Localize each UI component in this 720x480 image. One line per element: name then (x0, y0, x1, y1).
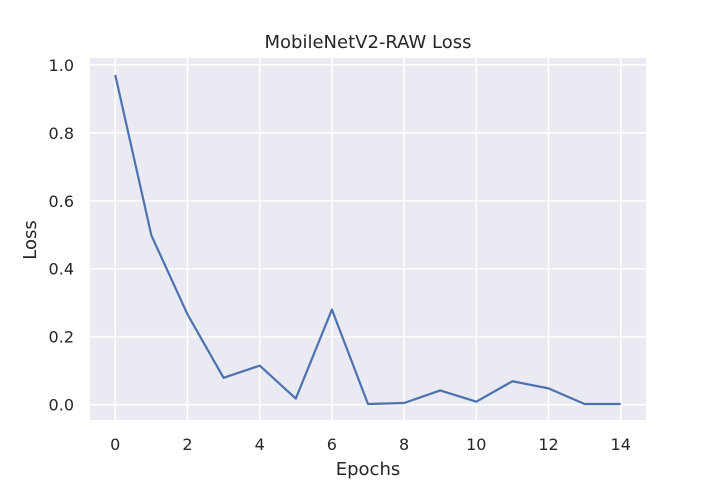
x-axis-label: Epochs (336, 459, 401, 480)
x-grid (114, 58, 622, 420)
y-tick-label: 0.4 (49, 260, 74, 279)
x-tick-label: 0 (110, 435, 120, 454)
x-tick-label: 4 (255, 435, 265, 454)
x-tick-label: 14 (611, 435, 631, 454)
y-tick-label: 0.6 (49, 192, 74, 211)
series-layer (114, 74, 621, 406)
y-tick-labels: 0.0 0.2 0.4 0.6 0.8 1.0 (49, 56, 74, 415)
y-tick-label: 0.2 (49, 328, 74, 347)
x-tick-label: 6 (327, 435, 337, 454)
loss-line (114, 74, 621, 406)
y-axis-label: Loss (20, 220, 41, 259)
x-tick-labels: 0 2 4 6 8 10 12 14 (110, 435, 631, 454)
x-tick-label: 8 (399, 435, 409, 454)
chart-title: MobileNetV2-RAW Loss (264, 32, 471, 53)
x-tick-label: 12 (538, 435, 558, 454)
plot-area (90, 58, 646, 420)
x-tick-label: 2 (182, 435, 192, 454)
y-tick-label: 0.0 (49, 396, 74, 415)
y-tick-label: 1.0 (49, 56, 74, 75)
y-tick-label: 0.8 (49, 124, 74, 143)
x-tick-label: 10 (466, 435, 486, 454)
